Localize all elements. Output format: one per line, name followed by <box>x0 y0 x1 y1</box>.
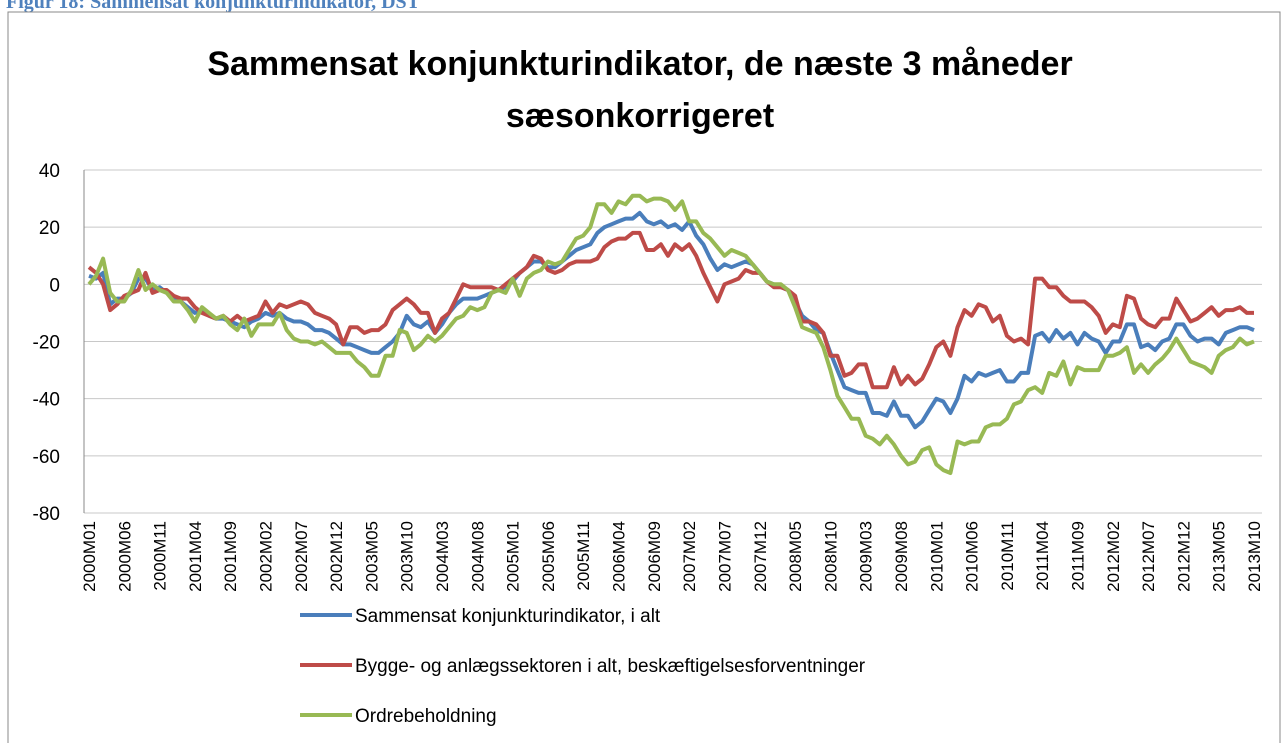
x-tick-label: 2008M05 <box>786 521 805 592</box>
x-tick-label: 2009M03 <box>857 521 876 592</box>
x-tick-label: 2006M04 <box>610 521 629 592</box>
x-tick-label: 2005M11 <box>574 521 593 591</box>
chart-border <box>7 11 1281 743</box>
line-series <box>87 193 1255 475</box>
x-tick-label: 2010M11 <box>998 521 1017 591</box>
x-tick-label: 2001M09 <box>221 521 240 592</box>
x-tick-label: 2011M09 <box>1068 521 1087 591</box>
line-series <box>87 230 1254 390</box>
chart-title: Sammensat konjunkturindikator, de næste … <box>207 45 1073 135</box>
x-tick-label: 2007M12 <box>751 521 770 592</box>
x-tick-label: 2008M10 <box>821 521 840 592</box>
x-tick-label: 2001M04 <box>186 521 205 592</box>
x-tick-label: 2003M05 <box>362 521 381 592</box>
x-tick-label: 2004M03 <box>433 521 452 592</box>
y-tick-label: -60 <box>33 447 60 468</box>
x-tick-label: 2007M07 <box>715 521 734 592</box>
x-tick-label: 2002M02 <box>257 521 276 592</box>
x-tick-label: 2010M01 <box>927 521 946 592</box>
x-tick-label: 2003M10 <box>398 521 417 592</box>
figure-caption: Figur 18: Sammensat konjunkturindikator,… <box>6 0 420 13</box>
x-tick-label: 2005M01 <box>504 521 523 592</box>
x-tick-label: 2012M12 <box>1174 521 1193 592</box>
x-tick-label: 2000M06 <box>115 521 134 592</box>
legend-label: Bygge- og anlægssektoren i alt, beskæfti… <box>355 656 866 677</box>
y-tick-label: 20 <box>39 218 60 239</box>
y-tick-label: -80 <box>33 504 60 525</box>
line-series <box>88 210 1255 430</box>
y-tick-label: -40 <box>33 390 60 411</box>
x-tick-label: 2013M05 <box>1210 521 1229 592</box>
x-tick-label: 2012M07 <box>1139 521 1158 592</box>
y-tick-label: -20 <box>33 333 60 354</box>
x-tick-label: 2000M11 <box>151 521 170 591</box>
legend-label: Ordrebeholdning <box>355 706 497 727</box>
x-tick-label: 2009M08 <box>892 521 911 592</box>
legend-label: Sammensat konjunkturindikator, i alt <box>355 606 661 627</box>
y-tick-label: 40 <box>39 161 60 182</box>
x-tick-label: 2005M06 <box>539 521 558 592</box>
x-tick-label: 2010M06 <box>963 521 982 592</box>
x-tick-label: 2000M01 <box>80 521 99 592</box>
x-tick-label: 2011M04 <box>1033 521 1052 591</box>
x-tick-label: 2012M02 <box>1104 521 1123 592</box>
y-tick-label: 0 <box>49 275 60 296</box>
x-tick-label: 2002M12 <box>327 521 346 592</box>
x-tick-label: 2007M02 <box>680 521 699 592</box>
x-tick-label: 2013M10 <box>1245 521 1264 592</box>
x-tick-label: 2006M09 <box>645 521 664 592</box>
x-tick-label: 2004M08 <box>468 521 487 592</box>
x-tick-label: 2002M07 <box>292 521 311 592</box>
